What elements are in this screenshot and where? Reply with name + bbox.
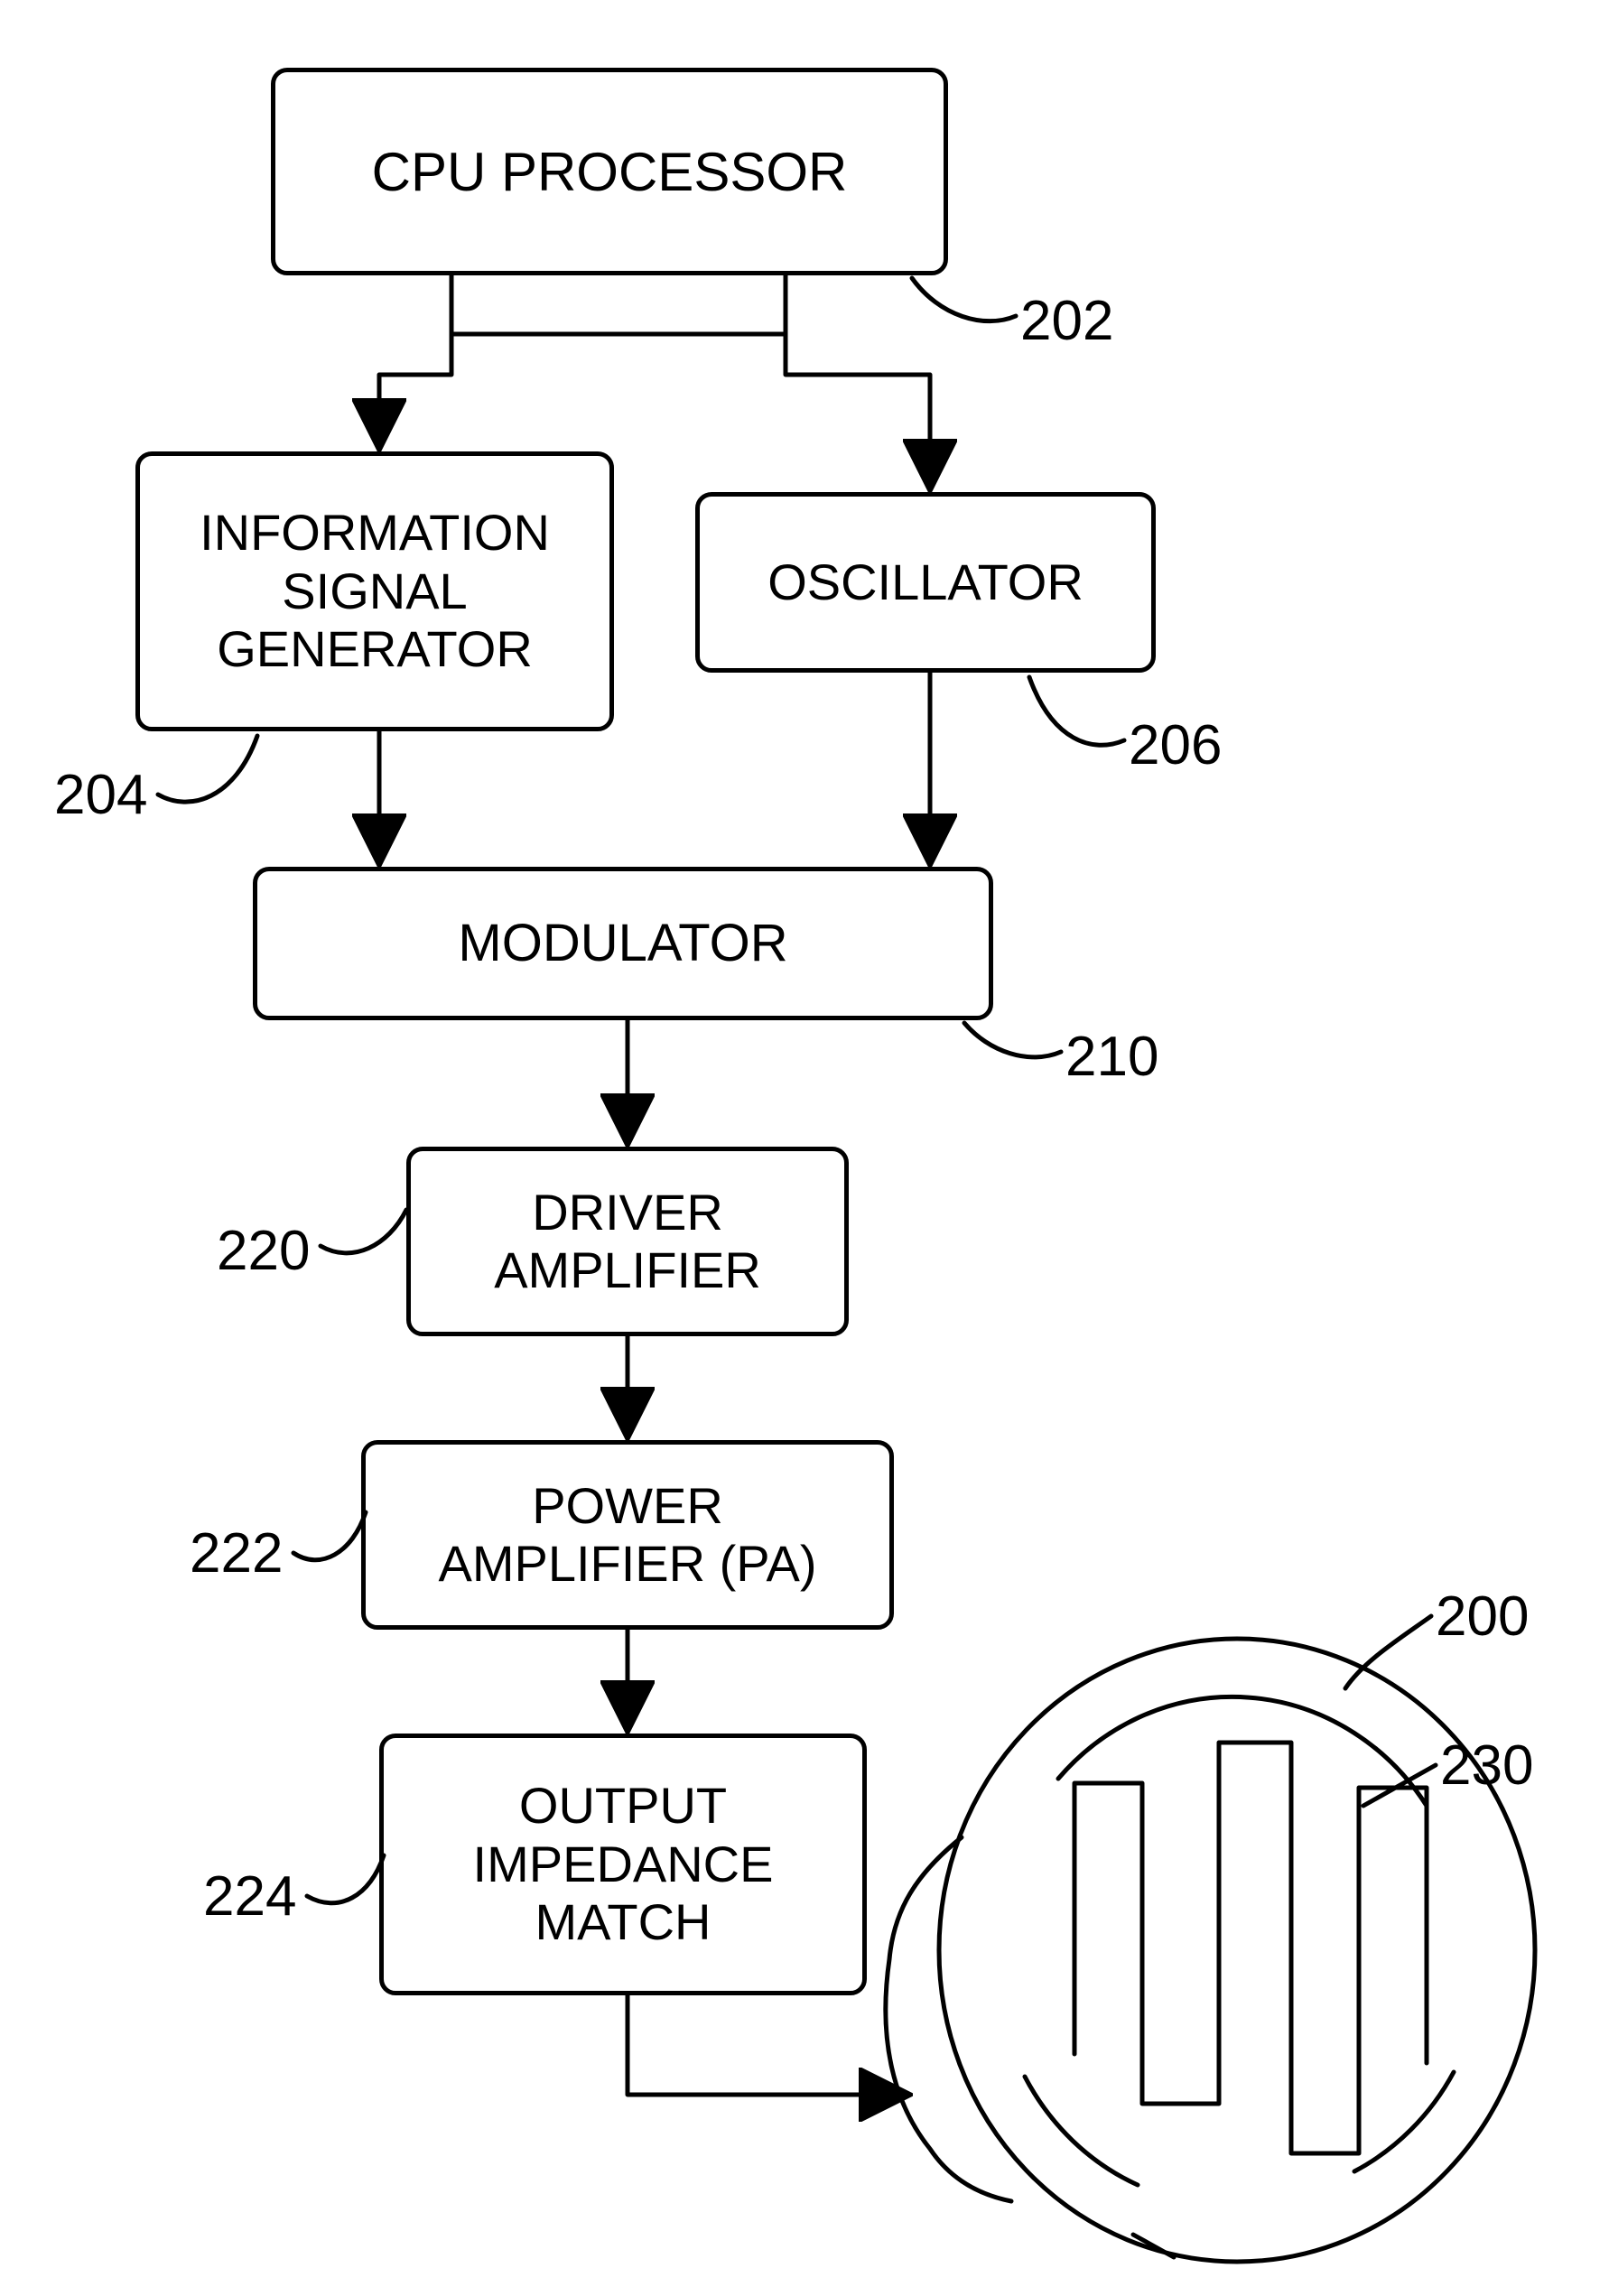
ref-204: 204 xyxy=(54,763,147,827)
ref-label: 230 xyxy=(1440,1734,1533,1797)
ref-label: 200 xyxy=(1436,1585,1529,1648)
block-information-signal-generator: INFORMATION SIGNAL GENERATOR xyxy=(135,451,614,731)
ref-label: 222 xyxy=(190,1522,283,1585)
block-label: MODULATOR xyxy=(458,914,787,974)
antenna-icon xyxy=(886,1639,1535,2262)
ref-222: 222 xyxy=(190,1521,283,1585)
ref-224: 224 xyxy=(203,1864,296,1929)
block-label: OSCILLATOR xyxy=(767,553,1084,611)
ref-label: 206 xyxy=(1129,714,1222,776)
ref-202: 202 xyxy=(1020,289,1113,353)
block-cpu-processor: CPU PROCESSOR xyxy=(271,68,948,275)
ref-label: 220 xyxy=(217,1220,310,1282)
ref-label: 210 xyxy=(1065,1026,1158,1088)
ref-206: 206 xyxy=(1129,713,1222,777)
ref-230: 230 xyxy=(1440,1734,1533,1798)
ref-210: 210 xyxy=(1065,1025,1158,1089)
block-label: CPU PROCESSOR xyxy=(372,141,848,203)
block-label: DRIVER AMPLIFIER xyxy=(494,1184,761,1300)
block-driver-amplifier: DRIVER AMPLIFIER xyxy=(406,1147,849,1336)
block-label: POWER AMPLIFIER (PA) xyxy=(438,1477,816,1594)
ref-label: 224 xyxy=(203,1865,296,1928)
block-oscillator: OSCILLATOR xyxy=(695,492,1156,673)
diagram-canvas: CPU PROCESSOR INFORMATION SIGNAL GENERAT… xyxy=(0,0,1609,2296)
ref-label: 202 xyxy=(1020,290,1113,352)
block-modulator: MODULATOR xyxy=(253,867,993,1020)
ref-220: 220 xyxy=(217,1219,310,1283)
ref-200: 200 xyxy=(1436,1585,1529,1649)
block-power-amplifier: POWER AMPLIFIER (PA) xyxy=(361,1440,894,1630)
block-label: INFORMATION SIGNAL GENERATOR xyxy=(200,504,550,678)
block-output-impedance-match: OUTPUT IMPEDANCE MATCH xyxy=(379,1734,867,1995)
block-label: OUTPUT IMPEDANCE MATCH xyxy=(473,1777,774,1951)
ref-label: 204 xyxy=(54,764,147,826)
